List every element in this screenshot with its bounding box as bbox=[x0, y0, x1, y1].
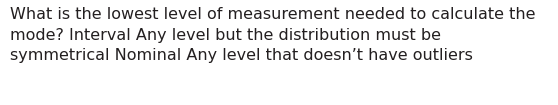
Text: What is the lowest level of measurement needed to calculate the
mode? Interval A: What is the lowest level of measurement … bbox=[10, 7, 536, 63]
